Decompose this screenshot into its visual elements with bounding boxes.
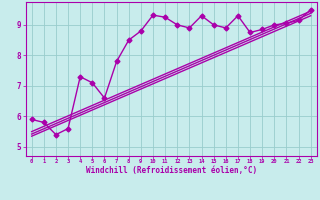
X-axis label: Windchill (Refroidissement éolien,°C): Windchill (Refroidissement éolien,°C) — [86, 166, 257, 175]
